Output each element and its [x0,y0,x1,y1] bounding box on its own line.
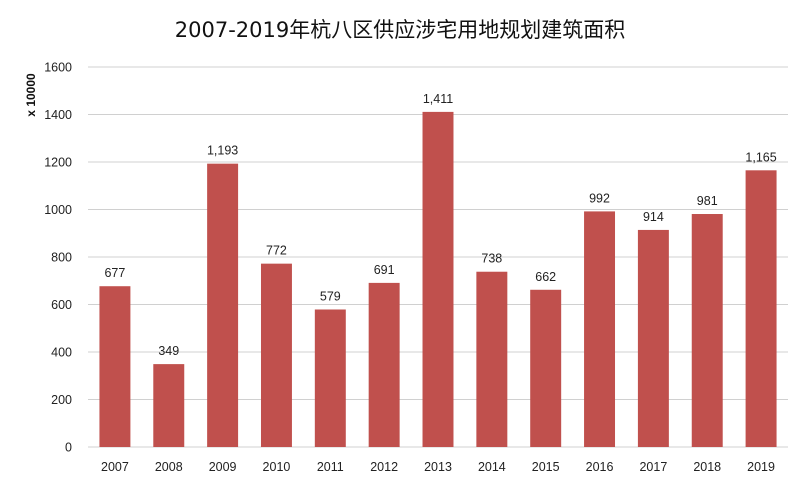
bar-2007 [99,286,131,447]
data-label-2010: 772 [266,244,287,258]
bar-2011 [314,309,346,447]
data-label-2013: 1,411 [423,92,453,106]
bar-2018 [691,214,723,447]
data-label-2014: 738 [481,252,502,266]
data-labels: 677 349 1,193 772 579 691 1,411 738 662 992 914 981… [104,92,776,358]
x-tick-label-2008: 2008 [155,460,183,474]
bar-2012 [368,282,400,447]
bar-2019 [745,170,777,447]
bar-2013 [422,111,454,447]
data-label-2007: 677 [104,266,125,280]
x-tick-label-2007: 2007 [101,460,129,474]
bar-2008 [153,364,185,447]
data-label-2018: 981 [697,194,718,208]
x-tick-label-2017: 2017 [639,460,667,474]
bar-2010 [260,263,292,447]
x-tick-label-2018: 2018 [693,460,721,474]
x-tick-label-2019: 2019 [747,460,775,474]
x-tick-label-2012: 2012 [370,460,398,474]
x-tick-label-2011: 2011 [317,460,344,474]
bar-2009 [207,163,239,447]
x-tick-label-2016: 2016 [586,460,614,474]
chart-title: 2007-2019年杭八区供应涉宅用地规划建筑面积 [174,18,626,42]
y-axis-ticks: 0 200 400 600 800 1000 1200 1400 1600 [44,61,72,455]
bar-2016 [584,211,616,447]
y-axis-label: x 10000 [24,73,38,117]
data-label-2008: 349 [158,344,179,358]
data-label-2012: 691 [374,263,395,277]
data-label-2011: 579 [320,289,341,303]
x-tick-label-2010: 2010 [263,460,291,474]
x-tick-label-2009: 2009 [209,460,237,474]
x-tick-label-2014: 2014 [478,460,506,474]
y-tick-label: 1600 [44,61,72,75]
y-tick-label: 200 [51,393,72,407]
bars [99,111,777,447]
y-tick-label: 400 [51,346,72,360]
y-tick-label: 800 [51,251,72,265]
data-label-2016: 992 [589,191,610,205]
y-tick-label: 1400 [44,108,72,122]
y-tick-label: 1000 [44,203,72,217]
y-tick-label: 0 [65,441,72,455]
data-label-2015: 662 [535,270,556,284]
y-tick-label: 600 [51,298,72,312]
data-label-2009: 1,193 [207,144,238,158]
bar-2017 [637,229,669,447]
bar-2015 [530,289,562,447]
x-tick-label-2015: 2015 [532,460,560,474]
x-tick-label-2013: 2013 [424,460,452,474]
data-label-2019: 1,165 [745,150,776,164]
y-tick-label: 1200 [44,156,72,170]
data-label-2017: 914 [643,210,664,224]
x-axis-ticks: 2007 2008 2009 2010 2011 2012 2013 2014 2015 2016… [101,460,775,474]
bar-2014 [476,271,508,447]
